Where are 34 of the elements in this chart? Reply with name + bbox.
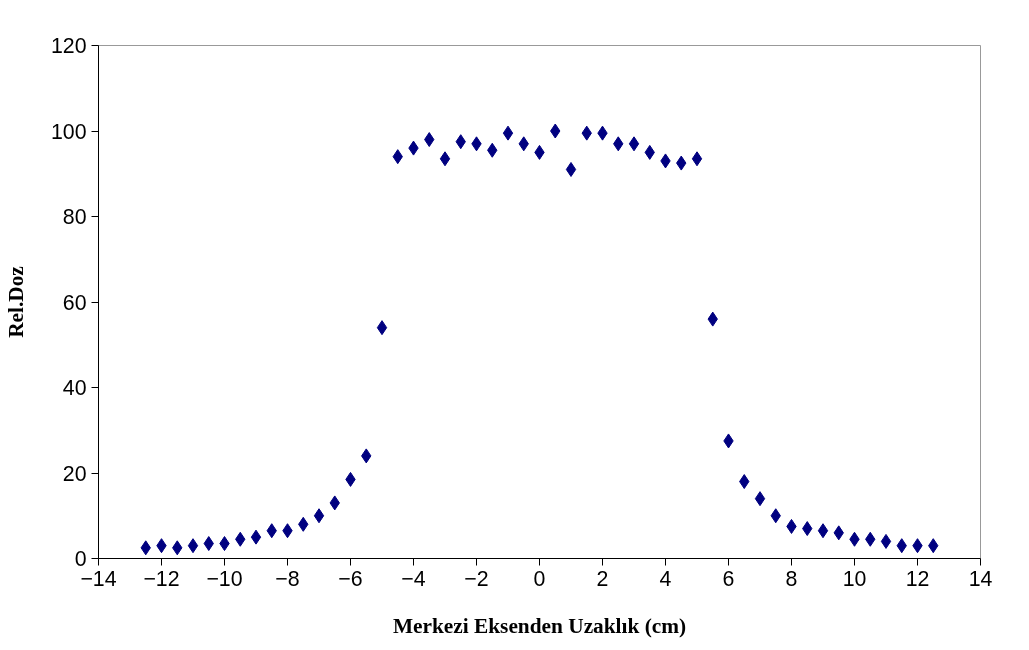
x-tick-label: −12: [143, 566, 180, 591]
point: [565, 161, 577, 177]
point: [313, 508, 325, 524]
y-tick-label: 40: [62, 376, 87, 400]
point: [376, 320, 388, 336]
y-axis-title: Rel.Doz: [3, 266, 28, 338]
x-tick-label: −4: [401, 566, 426, 591]
x-tick-label: 6: [722, 566, 735, 591]
x-tick-label: −8: [275, 566, 300, 591]
point: [628, 136, 640, 152]
x-tick-label: 12: [905, 566, 930, 591]
x-axis-title: Merkezi Eksenden Uzaklık (cm): [392, 613, 687, 638]
point: [817, 523, 829, 539]
x-tick-label: 10: [842, 566, 867, 591]
y-tick-label: 80: [62, 205, 87, 229]
point: [754, 491, 766, 507]
point: [880, 533, 892, 549]
x-tick-label: 14: [968, 566, 993, 591]
x-tick-label: −6: [338, 566, 363, 591]
y-tick-label: 120: [50, 34, 87, 58]
y-tick-label: 60: [62, 290, 87, 315]
point: [439, 151, 451, 167]
x-tick-label: 0: [533, 566, 546, 591]
point: [691, 151, 703, 167]
y-tick-label: 20: [62, 461, 87, 486]
x-tick-label: −2: [464, 566, 489, 591]
point: [250, 529, 262, 545]
x-tick-label: 2: [596, 566, 609, 591]
y-tick-label: 100: [50, 119, 87, 144]
x-tick-label: 8: [785, 566, 798, 591]
point: [187, 538, 199, 554]
x-tick-label: −10: [206, 566, 243, 591]
x-tick-label: 4: [659, 566, 672, 591]
point: [502, 125, 514, 141]
